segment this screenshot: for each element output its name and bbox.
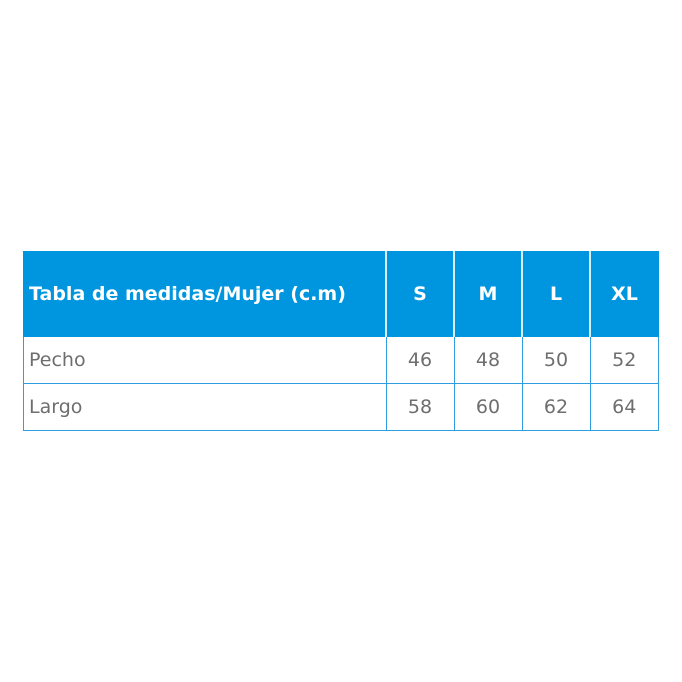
cell-value: 64	[589, 383, 659, 431]
cell-value: 46	[385, 336, 455, 384]
cell-value: 48	[453, 336, 523, 384]
cell-value: 52	[589, 336, 659, 384]
header-size-s: S	[385, 251, 455, 337]
header-row: Tabla de medidas/Mujer (c.m) S M L XL	[23, 251, 659, 337]
header-title: Tabla de medidas/Mujer (c.m)	[23, 251, 387, 337]
row-label: Pecho	[23, 336, 387, 384]
cell-value: 50	[521, 336, 591, 384]
header-size-m: M	[453, 251, 523, 337]
cell-value: 60	[453, 383, 523, 431]
cell-value: 62	[521, 383, 591, 431]
row-label: Largo	[23, 383, 387, 431]
size-chart-table: Tabla de medidas/Mujer (c.m) S M L XL Pe…	[23, 251, 659, 431]
header-size-xl: XL	[589, 251, 659, 337]
table-row: Pecho 46 48 50 52	[23, 336, 659, 384]
cell-value: 58	[385, 383, 455, 431]
table-row: Largo 58 60 62 64	[23, 383, 659, 431]
header-size-l: L	[521, 251, 591, 337]
